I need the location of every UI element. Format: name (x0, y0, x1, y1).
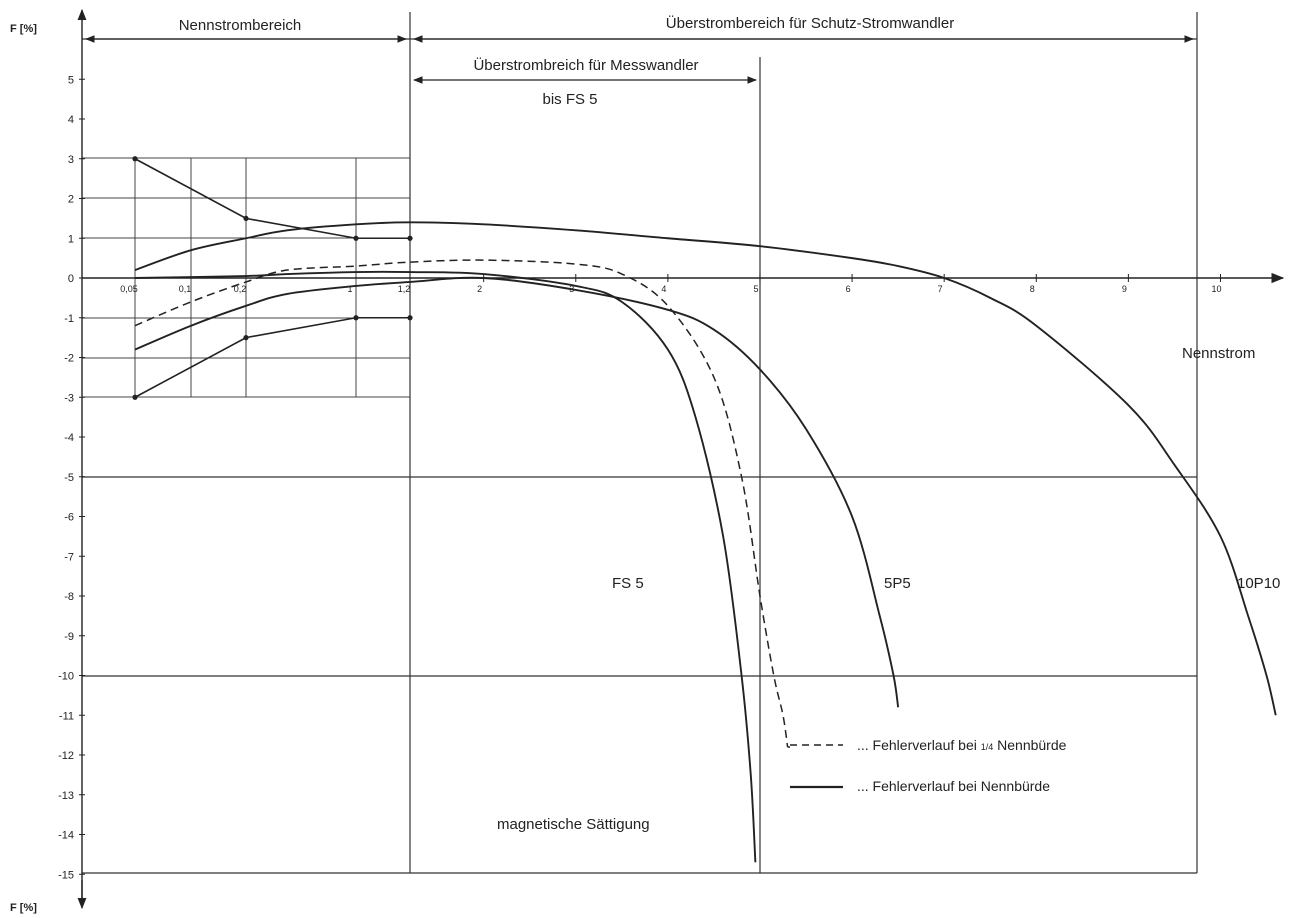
x-tick-label-small: 1 (347, 284, 352, 294)
region-label-saturation: magnetische Sättigung (497, 816, 650, 833)
y-tick-label: -15 (58, 869, 74, 881)
y-tick-label: 2 (68, 194, 74, 206)
y-tick-label: 3 (68, 154, 74, 166)
error-curve-solid-1 (134, 221, 1277, 716)
y-tick-label: -13 (58, 790, 74, 802)
region-label-10p10: 10P10 (1237, 575, 1280, 592)
range-label-mess: Überstrombreich für Messwandler (473, 56, 698, 74)
y-tick-label: 1 (68, 233, 74, 245)
error-curves (134, 221, 1277, 863)
x-tick-label: 4 (661, 284, 666, 294)
frame-lines (82, 12, 1198, 874)
y-tick-label: -2 (64, 353, 74, 365)
region-label-fs5: FS 5 (612, 575, 644, 592)
y-tick-label: -10 (58, 671, 74, 683)
error-limit-lower (134, 316, 410, 398)
y-axis-label-top: F [%] (10, 23, 37, 35)
range-label-schutz: Überstrombereich für Schutz-Stromwandler (666, 14, 954, 32)
x-tick-label: 9 (1122, 284, 1127, 294)
x-tick-label-small: 0,2 (234, 284, 247, 294)
error-limit-point (353, 235, 359, 241)
y-axis-label-bottom: F [%] (10, 902, 37, 914)
region-label-5p5: 5P5 (884, 575, 911, 592)
x-tick-label: 10 (1211, 284, 1221, 294)
y-ticks: 5 4 3 2 1 0 -1 -2 -3 -4 -5 -6 -7 -8 -9 -10 -11 -12 -13 -14 -… (58, 74, 85, 881)
x-tick-label: 2 (477, 284, 482, 294)
range-label-nennstrom: Nennstrombereich (179, 17, 302, 34)
x-tick-label: 8 (1030, 284, 1035, 294)
x-tick-label: 7 (938, 284, 943, 294)
y-tick-label: 5 (68, 74, 74, 86)
y-tick-label: -3 (64, 392, 74, 404)
x-tick-label-small: 0,1 (179, 284, 192, 294)
range-label-mess-sub: bis FS 5 (542, 91, 597, 108)
error-limit-point (353, 315, 359, 321)
x-tick-label-small: 0,05 (120, 284, 138, 294)
legend-dashed-suffix: Nennbürde (993, 737, 1066, 753)
error-limit-point (132, 394, 138, 400)
legend-dashed-prefix: ... Fehlerverlauf bei (857, 737, 981, 753)
y-tick-label: -9 (64, 631, 74, 643)
x-ticks: 0,05 0,1 0,2 1 1,2 2 3 4 5 6 7 8 9 10 (120, 274, 1221, 294)
y-tick-label: -6 (64, 512, 74, 524)
x-tick-label: 5 (753, 284, 758, 294)
x-tick-label: 6 (846, 284, 851, 294)
x-tick-label-small: 1,2 (398, 284, 411, 294)
error-curve-solid-3 (134, 270, 757, 863)
error-limit-point (407, 315, 413, 321)
y-tick-label: -8 (64, 591, 74, 603)
legend-solid-label: ... Fehlerverlauf bei Nennbürde (857, 778, 1050, 794)
legend: ... Fehlerverlauf bei 1/4 Nennbürde ... … (790, 737, 1067, 794)
error-limit-point (243, 215, 249, 221)
y-tick-label: 0 (68, 273, 74, 285)
y-tick-label: 4 (68, 114, 74, 126)
y-tick-label: -1 (64, 313, 74, 325)
legend-dashed-label: ... Fehlerverlauf bei 1/4 Nennbürde (857, 737, 1067, 753)
legend-dashed-fraction: 1/4 (981, 742, 994, 752)
error-curve-dashed (134, 259, 789, 748)
error-limit-point (243, 335, 249, 341)
error-limit-point (407, 235, 413, 241)
y-tick-label: -5 (64, 472, 74, 484)
y-tick-label: -11 (59, 710, 74, 722)
y-tick-label: -4 (64, 432, 74, 444)
error-limit-point (132, 156, 138, 162)
y-tick-label: -7 (64, 551, 74, 563)
error-curve-solid-2 (134, 276, 900, 708)
x-axis-label: Nennstrom (1182, 345, 1255, 362)
y-tick-label: -12 (58, 750, 74, 762)
y-tick-label: -14 (58, 830, 74, 842)
